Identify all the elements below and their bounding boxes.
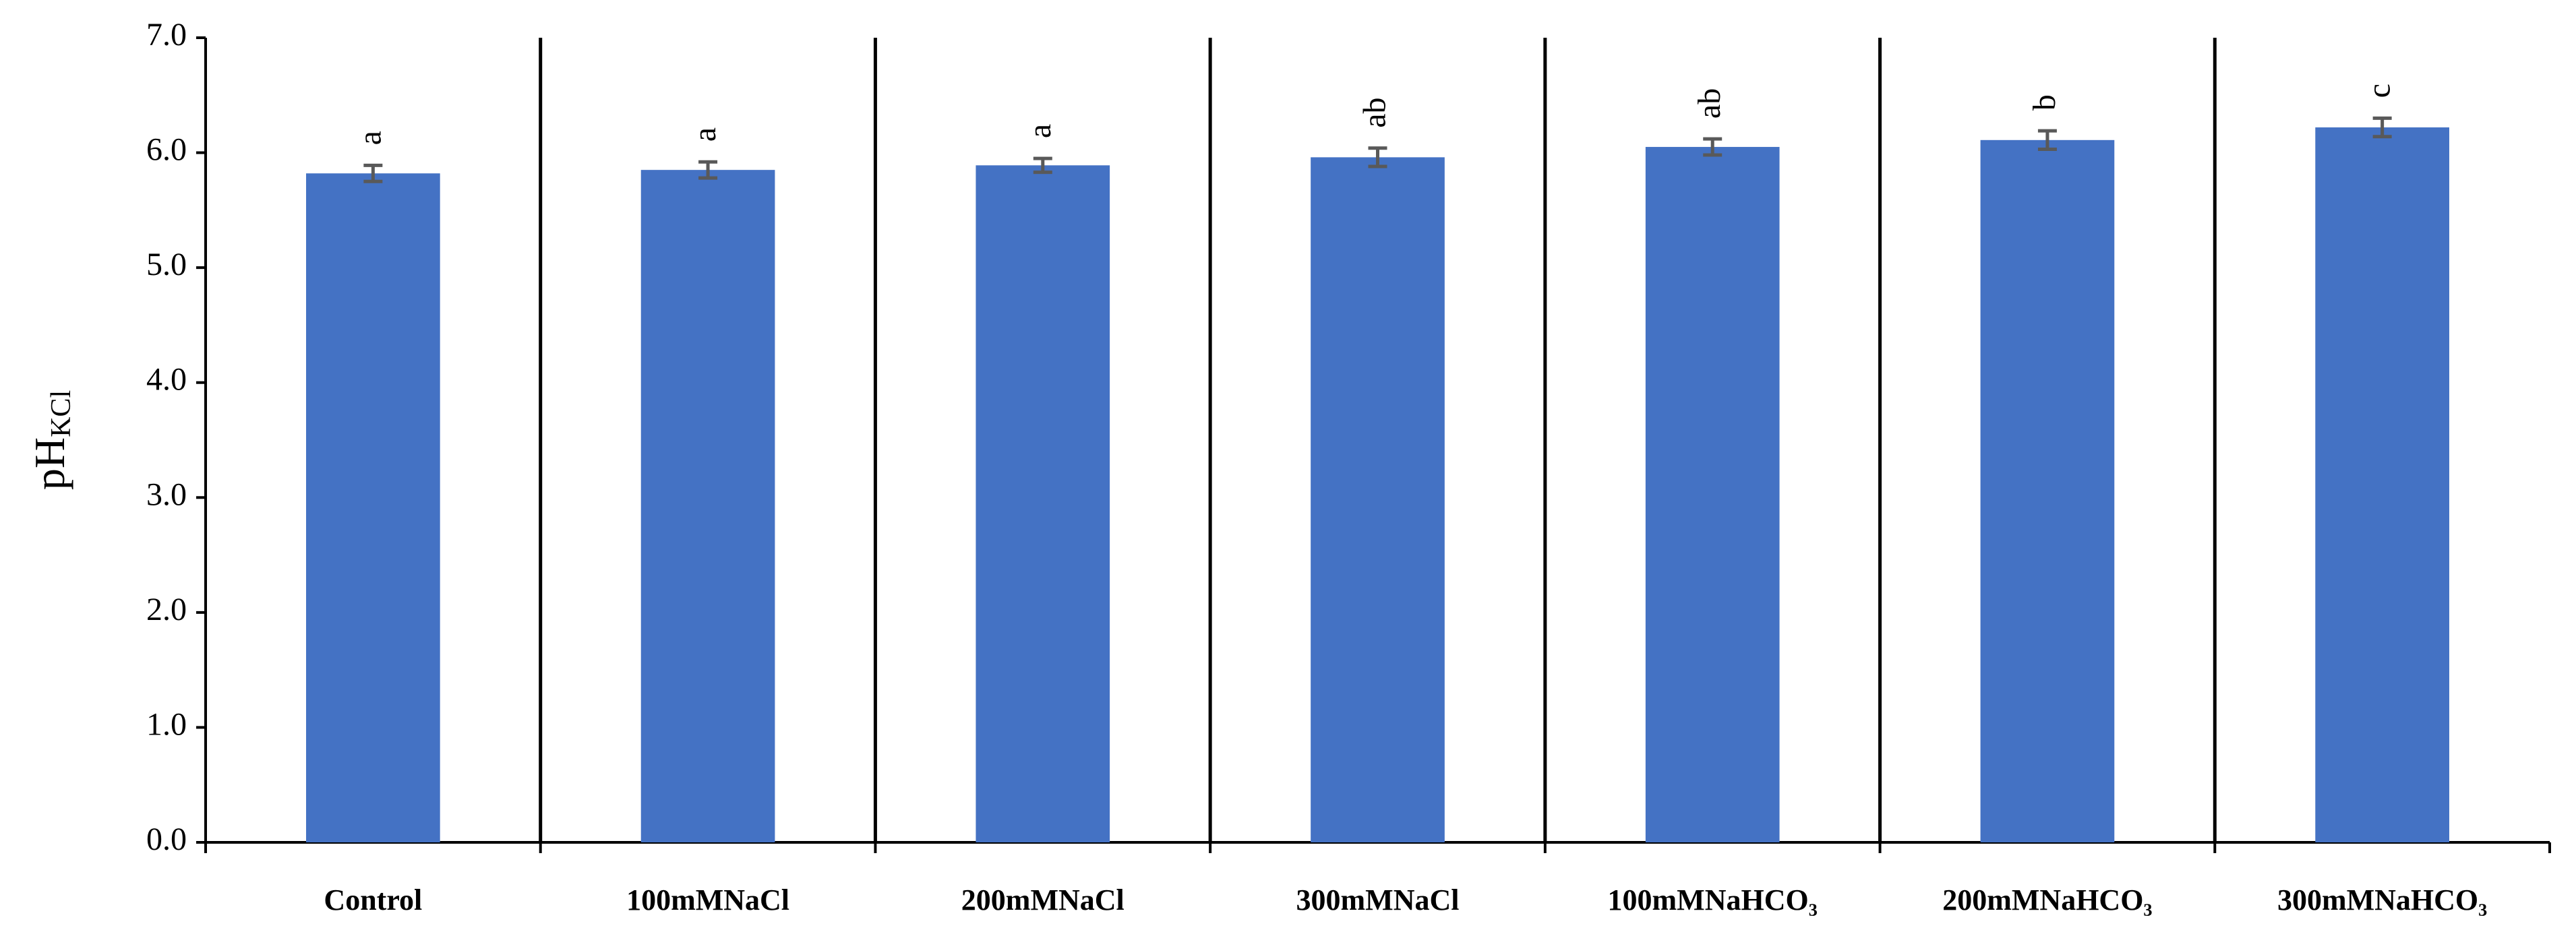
bar — [1311, 157, 1445, 842]
significance-letter: a — [687, 127, 723, 142]
x-tick-label: 200mMNaHCO₃ — [1942, 883, 2152, 916]
x-tick-label: 300mMNaHCO₃ — [2277, 883, 2487, 916]
y-tick-label: 0.0 — [146, 821, 187, 857]
x-tick-label: Control — [324, 883, 422, 916]
x-tick-label: 200mMNaCl — [961, 883, 1125, 916]
significance-letter: a — [352, 131, 388, 145]
x-tick-label: 100mMNaCl — [626, 883, 789, 916]
x-tick-label: 100mMNaHCO₃ — [1608, 883, 1818, 916]
bar — [976, 165, 1110, 842]
y-tick-label: 3.0 — [146, 476, 187, 512]
significance-letter: ab — [1691, 88, 1727, 119]
bar — [2315, 127, 2449, 843]
y-tick-label: 7.0 — [146, 17, 187, 53]
y-tick-label: 4.0 — [146, 362, 187, 398]
significance-letter: ab — [1357, 97, 1393, 127]
y-tick-label: 6.0 — [146, 132, 187, 168]
y-label-main: pH — [26, 437, 73, 490]
significance-letter: a — [1022, 124, 1058, 138]
bar — [640, 170, 775, 842]
significance-letter: b — [2027, 94, 2062, 111]
bar — [306, 173, 440, 842]
significance-letter: c — [2362, 84, 2397, 98]
y-label-sub: KCl — [46, 390, 77, 437]
y-axis-label: pHKCl — [26, 390, 77, 490]
bar — [1645, 147, 1780, 843]
y-tick-label: 5.0 — [146, 247, 187, 282]
y-tick-label: 1.0 — [146, 706, 187, 742]
y-tick-label: 2.0 — [146, 592, 187, 627]
x-tick-label: 300mMNaCl — [1296, 883, 1460, 916]
bar — [1980, 139, 2115, 842]
